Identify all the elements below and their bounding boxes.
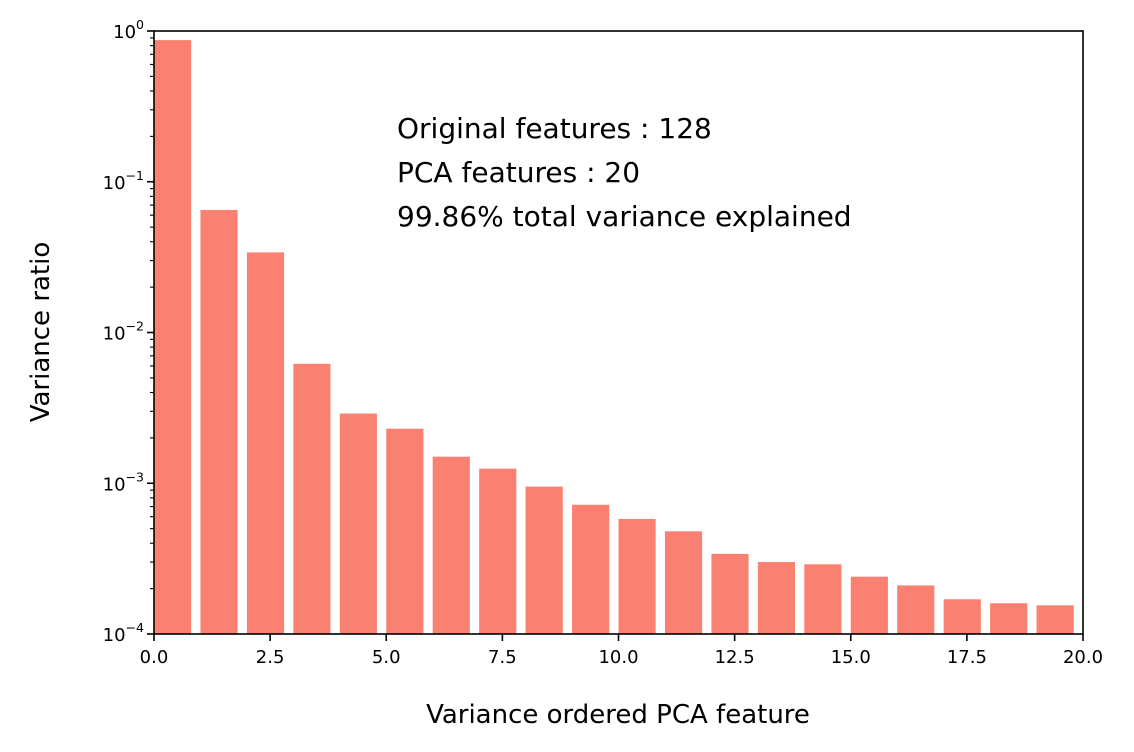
- bar: [200, 209, 238, 634]
- annotation-line-1: Original features : 128: [397, 112, 712, 145]
- bar: [339, 413, 377, 634]
- annotation-line-3: 99.86% total variance explained: [397, 200, 852, 233]
- bar: [386, 428, 424, 634]
- y-tick-label: 10−1: [103, 168, 144, 194]
- x-axis-title: Variance ordered PCA feature: [426, 700, 810, 730]
- x-tick-label: 10.0: [598, 647, 638, 668]
- bar: [618, 518, 656, 634]
- annotation-line-2: PCA features : 20: [397, 156, 640, 189]
- y-tick-label: 100: [113, 17, 144, 43]
- bar: [479, 468, 517, 634]
- bar: [432, 456, 470, 634]
- bar: [757, 562, 796, 634]
- bar: [804, 564, 842, 634]
- bar: [897, 585, 935, 634]
- y-tick-label: 10−4: [103, 620, 144, 646]
- x-tick-label: 15.0: [831, 647, 871, 668]
- x-ticks: 0.0 2.5 5.0 7.5 10.0 12.5 15.0 17.5 20.0: [140, 634, 1103, 668]
- x-tick-label: 7.5: [488, 647, 517, 668]
- x-tick-label: 20.0: [1063, 647, 1103, 668]
- bar: [525, 486, 563, 634]
- y-axis-title: Variance ratio: [26, 242, 56, 423]
- bar: [850, 576, 888, 634]
- x-tick-label: 12.5: [715, 647, 755, 668]
- bar: [1036, 605, 1074, 634]
- y-tick-label: 10−3: [103, 469, 144, 495]
- y-tick-label: 10−2: [103, 319, 144, 345]
- x-tick-label: 5.0: [372, 647, 401, 668]
- x-tick-label: 0.0: [140, 647, 169, 668]
- bar: [990, 603, 1028, 634]
- bar: [711, 553, 749, 634]
- bar: [246, 252, 285, 634]
- x-tick-label: 2.5: [256, 647, 285, 668]
- bar: [943, 599, 981, 634]
- y-ticks: 100 10−1 10−2 10−3 10−4: [103, 17, 154, 646]
- plot-frame: [153, 30, 1084, 635]
- bar: [154, 40, 192, 634]
- x-tick-label: 17.5: [947, 647, 987, 668]
- bar: [664, 531, 703, 634]
- bar: [572, 504, 610, 634]
- bars-group: [154, 40, 1074, 634]
- bar: [293, 363, 331, 634]
